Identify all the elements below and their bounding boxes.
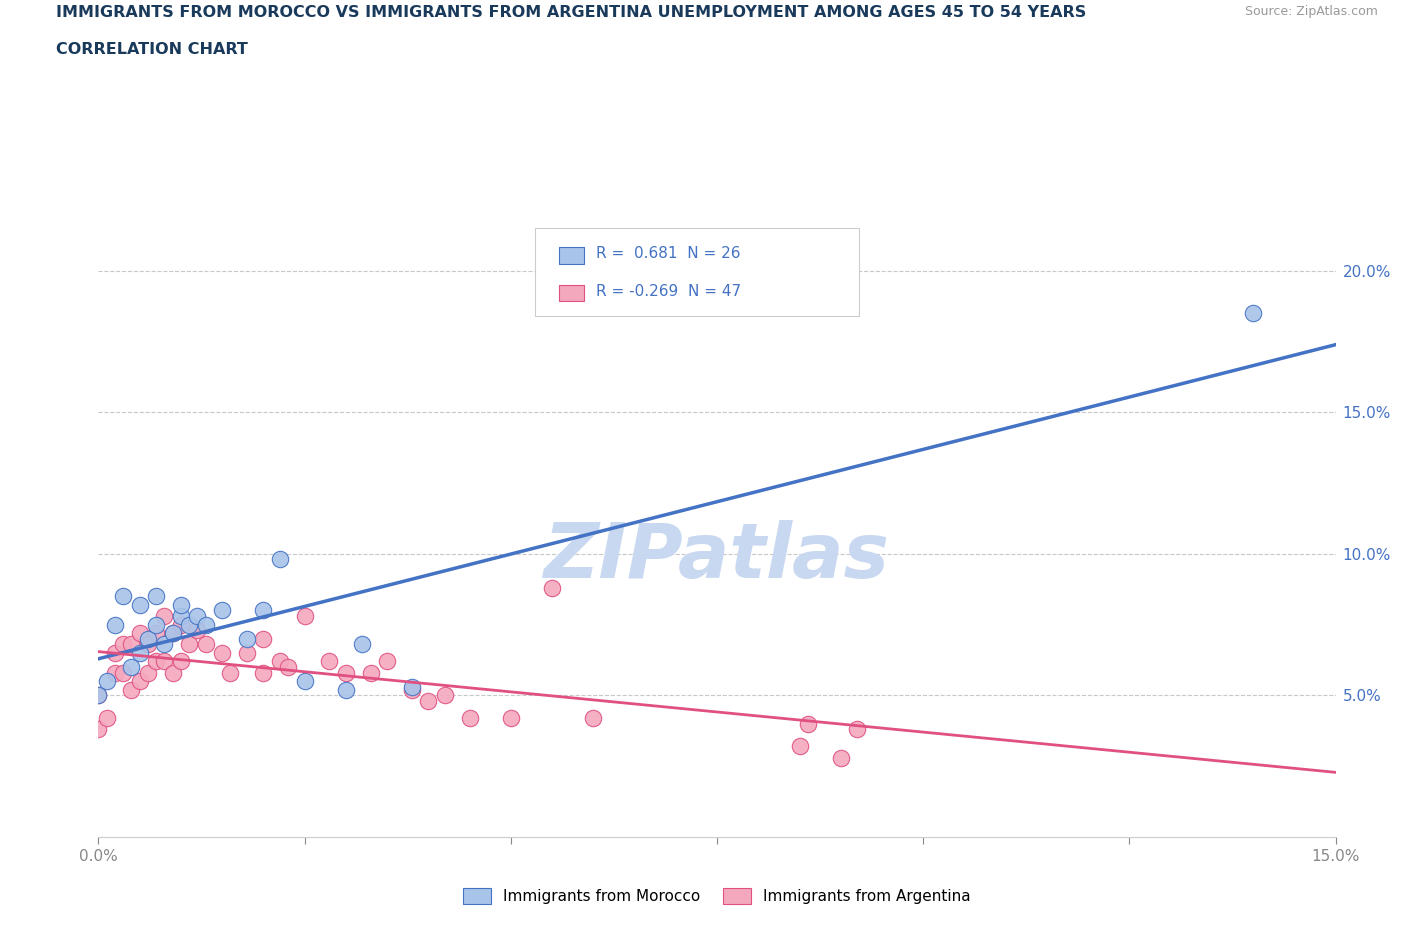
Point xyxy=(318,654,340,669)
Point xyxy=(335,665,357,680)
Point xyxy=(252,631,274,646)
Point xyxy=(120,683,142,698)
Point xyxy=(162,665,184,680)
Point xyxy=(87,722,110,737)
Point xyxy=(162,626,184,641)
Point xyxy=(170,654,193,669)
Point xyxy=(294,673,316,688)
Point xyxy=(112,665,135,680)
Point xyxy=(104,645,127,660)
Point xyxy=(401,680,423,695)
Point xyxy=(120,637,142,652)
Point xyxy=(219,665,242,680)
Point xyxy=(87,688,110,703)
Point xyxy=(269,654,291,669)
Point xyxy=(797,716,820,731)
Text: Source: ZipAtlas.com: Source: ZipAtlas.com xyxy=(1244,5,1378,18)
Point xyxy=(170,597,193,612)
Point xyxy=(104,618,127,632)
Point xyxy=(153,637,176,652)
Point xyxy=(1241,306,1264,321)
Point xyxy=(186,623,208,638)
Point xyxy=(375,654,398,669)
Text: ZIPatlas: ZIPatlas xyxy=(544,520,890,593)
Point xyxy=(128,645,150,660)
Point xyxy=(541,580,564,595)
Point xyxy=(179,637,201,652)
Point xyxy=(136,637,159,652)
Text: CORRELATION CHART: CORRELATION CHART xyxy=(56,42,247,57)
Point xyxy=(401,683,423,698)
Point xyxy=(582,711,605,725)
Point xyxy=(145,589,167,604)
Point xyxy=(112,589,135,604)
Point xyxy=(335,683,357,698)
Point xyxy=(153,608,176,623)
Point xyxy=(236,645,259,660)
Point xyxy=(128,673,150,688)
Point xyxy=(294,608,316,623)
Point xyxy=(789,739,811,754)
Text: R =  0.681  N = 26: R = 0.681 N = 26 xyxy=(596,246,740,261)
Point xyxy=(145,654,167,669)
Point xyxy=(96,711,118,725)
Point xyxy=(252,603,274,618)
Point xyxy=(162,626,184,641)
Point xyxy=(136,631,159,646)
Point xyxy=(458,711,481,725)
Point xyxy=(236,631,259,646)
Legend: Immigrants from Morocco, Immigrants from Argentina: Immigrants from Morocco, Immigrants from… xyxy=(457,883,977,910)
Point xyxy=(128,597,150,612)
Point xyxy=(87,688,110,703)
Point xyxy=(211,645,233,660)
Point xyxy=(433,688,456,703)
Point xyxy=(170,618,193,632)
Point xyxy=(194,618,217,632)
Point xyxy=(846,722,869,737)
Point xyxy=(170,608,193,623)
Point xyxy=(112,637,135,652)
Point xyxy=(136,665,159,680)
Point xyxy=(179,618,201,632)
Point xyxy=(104,665,127,680)
Point xyxy=(145,618,167,632)
Point xyxy=(194,637,217,652)
Point xyxy=(120,659,142,674)
Point xyxy=(153,654,176,669)
Point xyxy=(418,694,440,709)
Point xyxy=(186,608,208,623)
Point xyxy=(128,626,150,641)
Point xyxy=(277,659,299,674)
Point xyxy=(145,626,167,641)
Text: R = -0.269  N = 47: R = -0.269 N = 47 xyxy=(596,284,741,299)
Point xyxy=(269,552,291,567)
Point xyxy=(499,711,522,725)
Text: IMMIGRANTS FROM MOROCCO VS IMMIGRANTS FROM ARGENTINA UNEMPLOYMENT AMONG AGES 45 : IMMIGRANTS FROM MOROCCO VS IMMIGRANTS FR… xyxy=(56,5,1087,20)
Point xyxy=(360,665,382,680)
Point xyxy=(830,751,852,765)
Point xyxy=(252,665,274,680)
Point xyxy=(211,603,233,618)
Point xyxy=(352,637,374,652)
Point xyxy=(96,673,118,688)
